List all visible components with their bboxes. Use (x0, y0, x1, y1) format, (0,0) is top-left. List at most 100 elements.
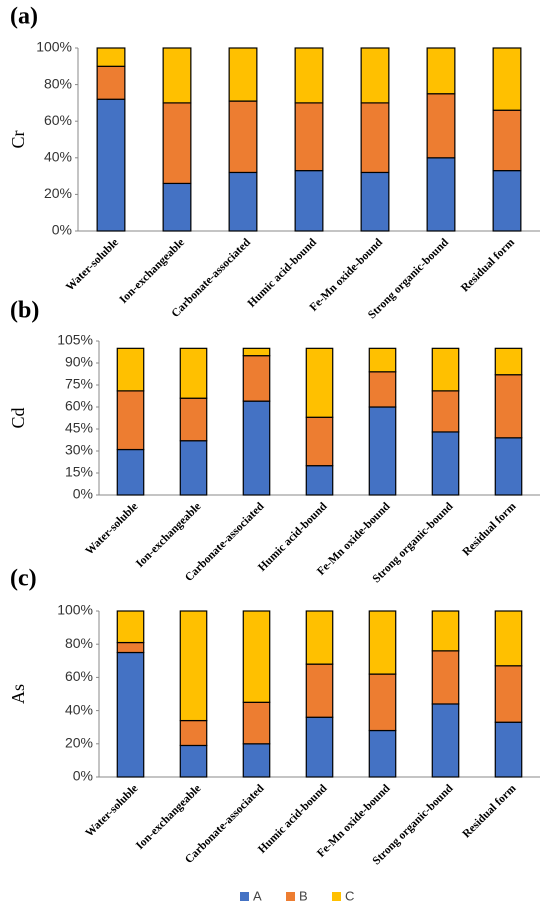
bar-segment (305, 416, 334, 467)
panel-label: (b) (10, 298, 39, 324)
y-tick-label: 75% (65, 376, 93, 392)
bar-segment (179, 440, 208, 496)
x-tick-label: Humic acid-bound (246, 236, 320, 310)
bar-segment (179, 347, 208, 399)
bar-segment (368, 673, 397, 732)
bar-segment (494, 437, 523, 496)
bar-segment (116, 610, 145, 644)
y-tick-label: 0% (73, 486, 93, 502)
bar-segment (116, 651, 145, 778)
bar-segment (294, 47, 324, 104)
x-tick-label: Ion-exchangeable (134, 501, 203, 570)
bar-segment (494, 665, 523, 723)
bar-segment (96, 47, 126, 67)
bar-segment (368, 371, 397, 408)
bar-segment (305, 347, 334, 418)
y-tick-label: 0% (52, 222, 72, 238)
y-tick-label: 0% (73, 768, 93, 784)
y-tick-label: 100% (36, 39, 72, 55)
panel-label: (c) (10, 566, 37, 592)
bar-segment (368, 729, 397, 778)
bar-segment (162, 102, 192, 185)
bar-segment (431, 703, 460, 778)
bar-segment (294, 170, 324, 232)
bar-segment (494, 721, 523, 778)
bar-segment (492, 170, 522, 232)
bar-segment (368, 406, 397, 496)
bar-segment (116, 448, 145, 496)
bar-segment (116, 390, 145, 451)
bar-segment (242, 610, 271, 703)
bar-segment (162, 47, 192, 104)
y-tick-label: 60% (65, 668, 93, 684)
y-axis-title: Cr (8, 130, 28, 148)
legend-label: B (299, 888, 308, 903)
bar-segment (305, 663, 334, 718)
bar-segment (494, 610, 523, 667)
bar-segment (360, 102, 390, 174)
y-tick-label: 100% (57, 602, 93, 618)
legend-label: A (253, 888, 262, 903)
bar-segment (228, 171, 258, 232)
panel-label: (a) (10, 4, 38, 30)
bar-segment (431, 610, 460, 652)
bar-segment (494, 374, 523, 439)
y-tick-label: 40% (65, 701, 93, 717)
bar-segment (242, 355, 271, 402)
y-axis-title: As (8, 684, 28, 704)
x-tick-label: Water-soluble (84, 783, 141, 840)
bar-segment (242, 347, 271, 357)
bar-segment (426, 93, 456, 159)
bar-segment (360, 47, 390, 104)
legend-swatch (240, 892, 249, 901)
x-tick-label: Residual form (459, 236, 517, 294)
bar-segment (305, 465, 334, 496)
y-tick-label: 40% (44, 149, 72, 165)
bar-segment (368, 347, 397, 373)
bar-segment (179, 719, 208, 747)
bar-segment (431, 347, 460, 392)
legend-label: C (345, 888, 354, 903)
bar-segment (96, 65, 126, 100)
y-tick-label: 60% (44, 112, 72, 128)
bar-segment (242, 400, 271, 496)
bar-segment (294, 102, 324, 172)
bar-segment (431, 431, 460, 496)
y-tick-label: 90% (65, 354, 93, 370)
bar-segment (116, 347, 145, 392)
x-tick-label: Residual form (461, 782, 519, 840)
bar-segment (179, 610, 208, 722)
bar-segment (242, 743, 271, 778)
x-tick-label: Ion-exchangeable (134, 783, 203, 852)
y-tick-label: 20% (44, 185, 72, 201)
bar-segment (431, 390, 460, 433)
y-tick-label: 60% (65, 398, 93, 414)
bar-segment (360, 171, 390, 232)
x-tick-label: Humic acid-bound (256, 782, 330, 856)
bar-segment (179, 397, 208, 442)
y-tick-label: 80% (44, 75, 72, 91)
y-tick-label: 15% (65, 464, 93, 480)
y-tick-label: 80% (65, 635, 93, 651)
bar-segment (431, 650, 460, 705)
legend-swatch (286, 892, 295, 901)
bar-segment (242, 701, 271, 745)
bar-segment (179, 744, 208, 778)
bar-segment (305, 610, 334, 665)
x-tick-label: Humic acid-bound (256, 500, 330, 574)
y-axis-title: Cd (8, 407, 28, 428)
bar-segment (116, 641, 145, 654)
bar-segment (228, 47, 258, 102)
bar-segment (305, 716, 334, 778)
legend-swatch (332, 892, 341, 901)
bar-segment (492, 47, 522, 111)
bar-segment (368, 610, 397, 675)
bar-segment (494, 347, 523, 376)
x-tick-label: Fe-Mn oxide-bound (308, 236, 386, 314)
x-tick-label: Water-soluble (64, 237, 121, 294)
y-tick-label: 30% (65, 442, 93, 458)
y-tick-label: 20% (65, 735, 93, 751)
x-tick-label: Ion-exchangeable (118, 237, 187, 306)
y-tick-label: 45% (65, 420, 93, 436)
